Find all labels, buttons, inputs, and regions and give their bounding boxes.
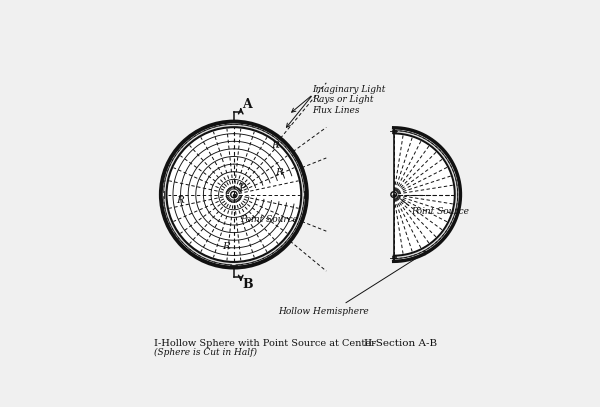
Text: R: R	[222, 242, 230, 251]
Text: B: B	[242, 278, 253, 291]
Text: R: R	[275, 168, 283, 177]
Polygon shape	[394, 128, 460, 261]
Text: A: A	[242, 98, 252, 112]
Text: Hollow Hemisphere: Hollow Hemisphere	[278, 307, 368, 316]
Circle shape	[166, 127, 301, 262]
Text: Point Source: Point Source	[240, 215, 298, 224]
Text: (Sphere is Cut in Half): (Sphere is Cut in Half)	[154, 348, 257, 357]
Text: R: R	[271, 142, 278, 151]
Text: II-Section A-B: II-Section A-B	[364, 339, 437, 348]
Text: I-Hollow Sphere with Point Source at Center: I-Hollow Sphere with Point Source at Cen…	[154, 339, 376, 348]
Text: Imaginary Light
Rays or Light
Flux Lines: Imaginary Light Rays or Light Flux Lines	[312, 85, 386, 115]
Polygon shape	[394, 133, 455, 256]
Text: R: R	[176, 196, 185, 206]
Polygon shape	[161, 122, 307, 267]
Text: P: P	[238, 183, 246, 193]
Text: Point Source: Point Source	[411, 207, 469, 216]
